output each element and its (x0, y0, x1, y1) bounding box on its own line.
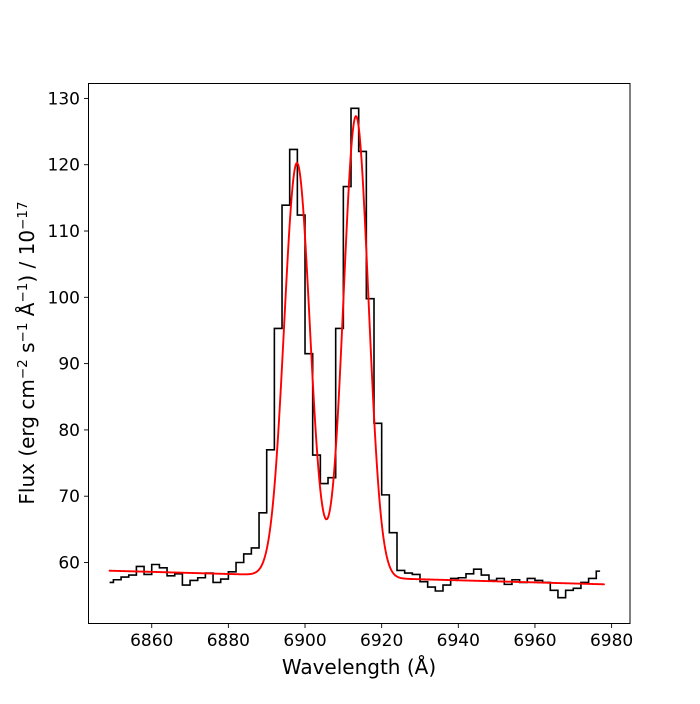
y-tick-label: 100 (48, 288, 80, 308)
x-tick-label: 6900 (283, 631, 326, 651)
y-label-superscript: −1 (15, 323, 31, 343)
x-tick-label: 6880 (207, 631, 250, 651)
x-axis-ticks: 6860 6880 6900 6920 6940 6960 6980 (130, 623, 633, 651)
y-axis-ticks: 60 70 80 90 100 110 120 130 (48, 89, 89, 574)
x-tick-label: 6940 (437, 631, 480, 651)
y-label-text: Å (15, 302, 39, 322)
y-label-text: Flux (erg cm (15, 379, 39, 504)
y-tick-label: 90 (58, 355, 80, 375)
y-tick-label: 120 (48, 156, 80, 176)
y-label-text: s (15, 342, 39, 359)
y-tick-label: 70 (58, 487, 80, 507)
y-label-superscript: −2 (15, 359, 31, 379)
y-label-superscript: −17 (15, 201, 31, 230)
model-fit-line (108, 115, 605, 586)
y-tick-label: 130 (48, 89, 80, 109)
x-tick-label: 6960 (513, 631, 556, 651)
x-axis-label: Wavelength (Å) (282, 655, 436, 679)
x-tick-label: 6980 (590, 631, 633, 651)
spectrum-step-line (109, 107, 601, 599)
x-tick-label: 6860 (130, 631, 173, 651)
y-axis-label: Flux (erg cm−2 s−1 Å−1) / 10−17 (15, 201, 39, 504)
y-label-superscript: −1 (15, 283, 31, 303)
plot-series-layer (108, 107, 605, 599)
y-label-text: ) / 10 (15, 230, 39, 283)
y-tick-label: 110 (48, 222, 80, 242)
y-tick-label: 80 (58, 421, 80, 441)
y-tick-label: 60 (58, 554, 80, 574)
x-tick-label: 6920 (360, 631, 403, 651)
plot-area-border (88, 83, 631, 624)
